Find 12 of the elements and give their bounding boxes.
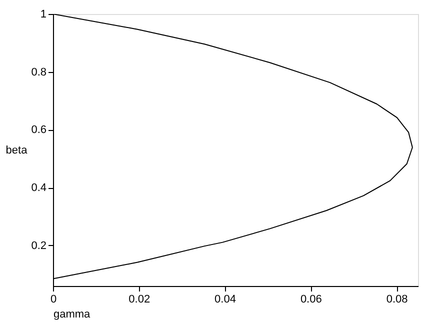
y-tick-label: 0.8: [31, 66, 46, 78]
x-tick-label: 0.06: [300, 294, 322, 306]
y-tick-label: 0.4: [31, 182, 46, 194]
x-tick-label: 0: [50, 294, 57, 306]
x-axis-title: gamma: [54, 308, 92, 320]
x-tick-label: 0.08: [386, 294, 408, 306]
y-tick-label: 0.6: [31, 124, 46, 136]
y-tick-label: 1: [40, 8, 46, 20]
y-axis-title: beta: [6, 144, 28, 156]
y-tick-label: 0.2: [31, 240, 46, 252]
x-tick-label: 0.04: [214, 294, 236, 306]
x-tick-label: 0.02: [128, 294, 150, 306]
